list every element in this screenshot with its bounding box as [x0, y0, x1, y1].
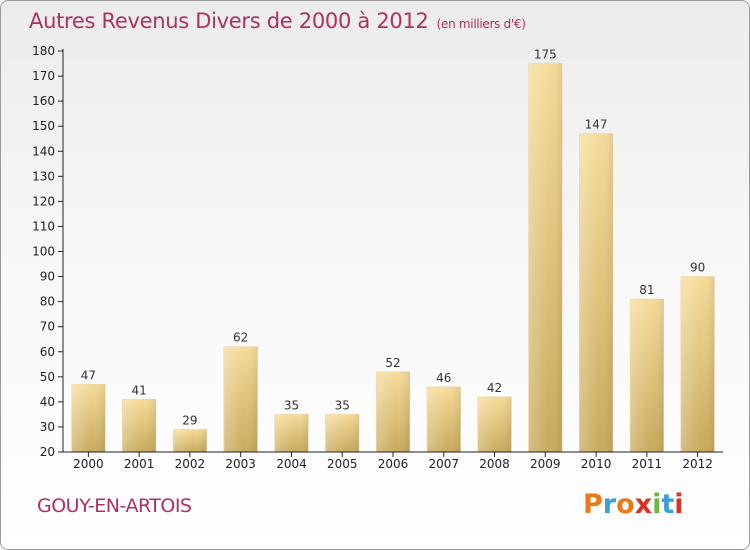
data-label: 147: [585, 118, 608, 132]
bar-shade: [325, 414, 359, 452]
commune-name: GOUY-EN-ARTOIS: [37, 495, 192, 517]
x-tick-label: 2010: [581, 457, 612, 471]
bar-shade: [528, 63, 563, 452]
bar-shade: [223, 346, 258, 452]
x-axis: 2000 2001 2002 2003 2004 2005 2006 2007 2008 2009…: [63, 451, 723, 471]
y-tick-label: 90: [40, 270, 55, 284]
data-label: 41: [132, 383, 147, 397]
bar-shade: [71, 384, 106, 452]
y-tick-label: 80: [40, 295, 55, 309]
data-label: 81: [639, 283, 654, 297]
x-tick-label: 2000: [73, 457, 104, 471]
x-tick-label: 2004: [276, 457, 307, 471]
y-tick-label: 170: [32, 69, 55, 83]
proxiti-logo: Proxiti: [583, 489, 684, 520]
y-tick-label: 140: [32, 144, 55, 158]
x-tick-label: 2007: [428, 457, 459, 471]
y-axis: 20 30 40 50 60 70 80 90 100 110 120 130 140 150 160 170…: [32, 44, 64, 459]
y-tick-label: 160: [32, 94, 55, 108]
bar-shade: [173, 429, 207, 452]
logo-letter: o: [616, 489, 635, 520]
chart-title: Autres Revenus Divers de 2000 à 2012 (en …: [29, 9, 526, 33]
y-tick-label: 70: [40, 320, 55, 334]
data-label: 35: [284, 398, 299, 412]
y-tick-label: 100: [32, 245, 55, 259]
y-tick-label: 60: [40, 345, 55, 359]
y-tick-label: 130: [32, 169, 55, 183]
bar-shade: [122, 399, 156, 452]
bar-shade: [477, 396, 512, 452]
bar-shade: [630, 299, 664, 452]
y-tick-label: 40: [40, 395, 55, 409]
y-tick-label: 20: [40, 445, 55, 459]
logo-letter: x: [634, 489, 653, 520]
logo-letter: i: [652, 489, 662, 520]
logo-letter: i: [674, 489, 684, 520]
y-tick-label: 120: [32, 194, 55, 208]
bar-shade: [427, 386, 461, 452]
data-label: 29: [182, 413, 197, 427]
data-label: 46: [436, 371, 451, 385]
x-tick-label: 2003: [225, 457, 256, 471]
x-tick-label: 2009: [530, 457, 561, 471]
y-tick-label: 180: [32, 44, 55, 58]
logo-letter: r: [602, 489, 617, 520]
x-tick-label: 2001: [124, 457, 155, 471]
chart-subtitle: (en milliers d'€): [436, 17, 526, 31]
data-label: 35: [335, 398, 350, 412]
data-label: 47: [81, 368, 96, 382]
bar-shade: [680, 276, 715, 452]
x-tick-label: 2012: [682, 457, 713, 471]
x-tick-label: 2006: [378, 457, 409, 471]
data-label: 42: [487, 381, 502, 395]
data-label: 62: [233, 331, 248, 345]
logo-letter: P: [583, 489, 603, 520]
logo-letter: t: [661, 489, 675, 520]
y-tick-label: 150: [32, 119, 55, 133]
x-tick-label: 2002: [175, 457, 206, 471]
y-tick-label: 50: [40, 370, 55, 384]
y-tick-label: 30: [40, 420, 55, 434]
x-tick-label: 2008: [479, 457, 510, 471]
chart-title-text: Autres Revenus Divers de 2000 à 2012: [29, 9, 429, 33]
y-tick-label: 110: [32, 219, 55, 233]
x-tick-label: 2011: [632, 457, 663, 471]
data-label: 52: [385, 356, 400, 370]
bar-shade: [376, 371, 410, 452]
bars: 47 41 29 62 35 35 52 46 42 175 147 81 90: [71, 48, 715, 453]
bar-shade: [274, 414, 309, 452]
x-tick-label: 2005: [327, 457, 358, 471]
data-label: 90: [690, 261, 705, 275]
bar-shade: [579, 133, 613, 453]
data-label: 175: [534, 48, 557, 62]
